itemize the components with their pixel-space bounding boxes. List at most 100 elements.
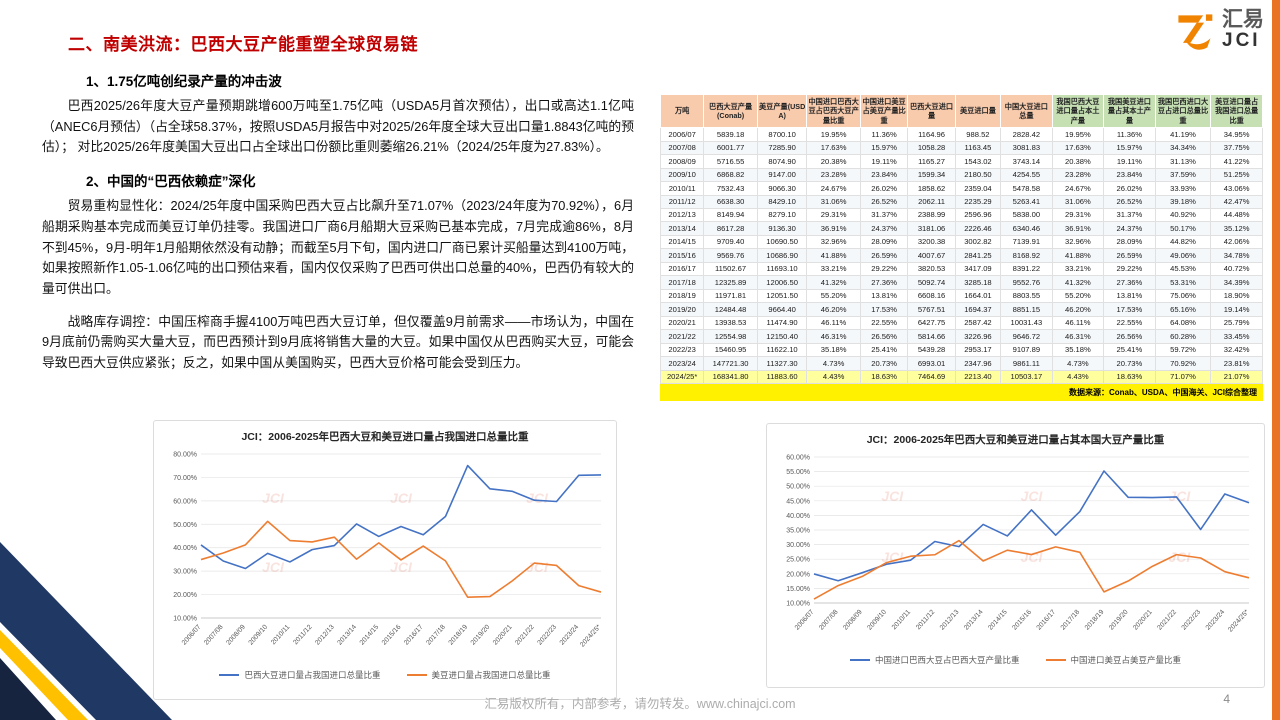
data-source-note: 数据来源：Conab、USDA、中国海关、JCI综合整理: [660, 384, 1263, 402]
legend-item: 中国进口巴西大豆占巴西大豆产量比重: [849, 654, 1020, 666]
table-cell: 17.53%: [859, 302, 909, 317]
table-cell: 39.18%: [1154, 194, 1212, 210]
table-cell: 51.25%: [1210, 167, 1263, 183]
svg-text:40.00%: 40.00%: [786, 513, 810, 520]
table-cell: 46.20%: [1051, 302, 1105, 317]
table-cell-year: 2013/14: [659, 221, 705, 236]
table-cell: 8168.92: [1000, 248, 1053, 263]
table-header-cell: 巴西大豆产量(Conab): [703, 93, 758, 129]
jci-logo-icon: [1178, 14, 1213, 50]
table-cell: 24.67%: [806, 180, 861, 196]
svg-text:2015/16: 2015/16: [1011, 608, 1033, 631]
svg-text:JCI: JCI: [390, 559, 413, 575]
table-cell-year: 2023/24: [659, 356, 705, 371]
table-cell: 11502.67: [703, 261, 758, 277]
svg-text:30.00%: 30.00%: [786, 542, 810, 549]
svg-text:2018/19: 2018/19: [448, 623, 470, 646]
right-border-accent: [1272, 0, 1280, 720]
svg-text:2010/11: 2010/11: [891, 609, 912, 632]
table-cell: 8617.28: [703, 221, 758, 236]
svg-text:JCI: JCI: [881, 488, 904, 504]
svg-text:60.00%: 60.00%: [173, 498, 197, 505]
table-header-cell: 我国巴西进口大豆占进口总量比重: [1154, 93, 1212, 129]
table-cell: 60.28%: [1154, 329, 1212, 344]
table-header-cell: 中国大豆进口总量: [1000, 93, 1053, 129]
table-cell: 46.31%: [806, 329, 861, 344]
table-cell: 24.37%: [1103, 221, 1156, 236]
table-cell: 34.78%: [1210, 248, 1263, 263]
table-cell: 2587.42: [954, 315, 1002, 331]
svg-text:2011/12: 2011/12: [915, 609, 936, 632]
table-cell: 31.37%: [859, 207, 909, 223]
page-number: 4: [1223, 692, 1230, 706]
svg-text:2012/13: 2012/13: [939, 608, 961, 631]
legend-item: 美豆进口量占我国进口总量比重: [406, 669, 551, 681]
table-cell: 11.36%: [1103, 127, 1156, 142]
svg-text:2009/10: 2009/10: [866, 608, 888, 631]
table-cell: 4.73%: [1051, 356, 1105, 371]
chart-right-title: JCI：2006-2025年巴西大豆和美豆进口量占其本国大豆产量比重: [866, 434, 1165, 446]
table-row: 2019/20 12484.48 9664.40 46.20% 17.53% 5767.5…: [659, 302, 1263, 317]
table-cell: 34.34%: [1154, 140, 1212, 156]
table-cell: 10690.50: [756, 234, 808, 250]
table-cell: 31.06%: [1051, 194, 1105, 210]
table-cell: 53.31%: [1154, 275, 1212, 290]
table-row: 2013/14 8617.28 9136.30 36.91% 24.37% 3181.06…: [659, 221, 1263, 236]
table-cell: 11474.90: [756, 315, 808, 331]
table-cell: 1164.96: [907, 127, 956, 142]
paragraph-1: 巴西2025/26年度大豆产量预期跳增600万吨至1.75亿吨（USDA5月首次…: [42, 98, 634, 155]
table-header-row: 万吨 巴西大豆产量(Conab) 美豆产量(USDA) 中国进口巴西大豆占巴西大豆产量…: [659, 93, 1263, 129]
table-cell: 23.84%: [1103, 167, 1156, 183]
chart-import-share-of-origin-production: JCI：2006-2025年巴西大豆和美豆进口量占其本国大豆产量比重 10.00…: [766, 423, 1265, 688]
svg-text:JCI: JCI: [526, 559, 549, 575]
table-row: 2012/13 8149.94 8279.10 29.31% 31.37% 2388.99…: [659, 207, 1263, 223]
table-cell: 33.45%: [1210, 329, 1263, 344]
table-cell: 40.92%: [1154, 207, 1212, 223]
table-header-cell: 中国进口美豆占美豆产量比重: [859, 93, 909, 129]
table-cell: 9646.72: [1000, 329, 1053, 344]
table-cell: 37.59%: [1154, 167, 1212, 183]
table-cell: 9136.30: [756, 221, 808, 236]
table-cell: 3181.06: [907, 221, 956, 236]
table-cell: 42.06%: [1210, 234, 1263, 250]
svg-text:JCI: JCI: [881, 549, 904, 565]
table-cell: 5814.66: [907, 329, 956, 344]
table-header-cell: 美豆进口量占我国进口总量比重: [1210, 93, 1263, 129]
table-cell: 20.73%: [1103, 356, 1156, 371]
table-row: 2006/07 5839.18 8700.10 19.95% 11.36% 1164.96…: [659, 127, 1263, 142]
table-cell: 6993.01: [907, 356, 956, 371]
table-cell: 5716.55: [703, 154, 758, 169]
table-cell: 18.90%: [1210, 288, 1263, 304]
section-1-heading: 1、1.75亿吨创纪录产量的冲击波: [86, 74, 282, 89]
table-cell: 36.91%: [1051, 221, 1105, 236]
table-cell: 41.32%: [806, 275, 861, 290]
svg-text:JCI: JCI: [1169, 488, 1192, 504]
table-cell: 12325.89: [703, 275, 758, 290]
table-cell: 1543.02: [954, 154, 1002, 169]
table-cell: 11883.60: [756, 369, 808, 385]
table-cell-year: 2016/17: [659, 261, 705, 277]
table-cell: 6608.16: [907, 288, 956, 304]
table-cell: 59.72%: [1154, 342, 1212, 358]
table-cell: 26.02%: [859, 180, 909, 196]
table-cell: 55.20%: [1051, 288, 1105, 304]
page-title: 二、南美洪流：巴西大豆产能重塑全球贸易链: [68, 35, 418, 54]
table-cell: 20.38%: [1051, 154, 1105, 169]
svg-text:2020/21: 2020/21: [1132, 608, 1154, 631]
table-cell: 70.92%: [1154, 356, 1212, 371]
table-cell: 988.52: [954, 127, 1002, 142]
table-cell: 8149.94: [703, 207, 758, 223]
table-cell: 43.06%: [1210, 180, 1263, 196]
table-header-cell: 我国巴西大豆进口量占本土产量: [1051, 93, 1105, 129]
svg-text:2008/09: 2008/09: [842, 608, 864, 631]
svg-text:2021/22: 2021/22: [1156, 608, 1178, 631]
table-cell: 15460.95: [703, 342, 758, 358]
table-cell: 1165.27: [907, 154, 956, 169]
table-cell: 6001.77: [703, 140, 758, 156]
svg-text:2020/21: 2020/21: [492, 623, 514, 646]
table-cell: 11327.30: [756, 356, 808, 371]
table-cell-year: 2020/21: [659, 315, 705, 331]
table-cell: 28.09%: [1103, 234, 1156, 250]
table-row: 2018/19 11971.81 12051.50 55.20% 13.81% 6608.…: [659, 288, 1263, 304]
left-text-column: 1、1.75亿吨创纪录产量的冲击波 巴西2025/26年度大豆产量预期跳增600…: [42, 64, 634, 386]
